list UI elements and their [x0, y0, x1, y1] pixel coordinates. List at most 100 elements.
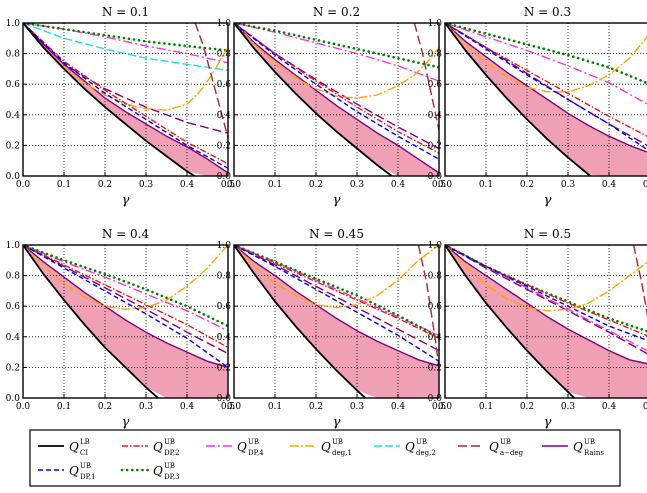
panel-1: N = 0.10.0 0.1 0.2 0.3 0.4 0.50.00.20.40.60.8…: [6, 5, 236, 208]
series-line-ci: [234, 245, 367, 398]
x-tick-label: 0.1: [479, 402, 493, 412]
shaded-region: [23, 23, 228, 176]
x-axis-label: γ: [122, 193, 130, 208]
y-tick-label: 1.0: [428, 19, 443, 29]
legend-label-sub: CI: [80, 449, 88, 457]
series-line-dp1: [445, 23, 647, 151]
axes-frame: [233, 22, 440, 177]
y-tick-label: 0.0: [428, 172, 443, 182]
x-axis-label: γ: [122, 415, 130, 430]
legend-label-sub: Rains: [584, 449, 604, 457]
legend-label: Q: [69, 440, 79, 454]
panel-3: N = 0.30.00.10.20.30.40.50.00.20.40.60.8…: [428, 5, 647, 208]
x-tick-label: 0.3: [139, 402, 154, 412]
y-tick-label: 0.6: [217, 302, 232, 312]
x-tick-label: 0.5: [221, 180, 236, 190]
legend-label: Q: [489, 440, 499, 454]
panel-title: N = 0.4: [102, 227, 150, 241]
y-tick-label: 0.0: [217, 394, 232, 404]
series-line-rains_dash: [23, 23, 228, 134]
series-line-dp2: [23, 23, 228, 165]
x-tick-label: 0.0: [227, 402, 242, 412]
series-line-dp1: [234, 23, 439, 160]
x-tick-label: 0.3: [350, 402, 365, 412]
shaded-region: [445, 23, 647, 176]
series-line-rains: [234, 23, 439, 174]
series-line-adeg: [194, 23, 228, 138]
y-tick-label: 0.4: [6, 333, 21, 343]
legend-item-ci: Q LB CI: [38, 438, 90, 457]
y-tick-label: 0.2: [428, 363, 442, 373]
x-axis-label: γ: [333, 193, 341, 208]
legend-frame: [29, 429, 621, 487]
x-tick-label: 0.1: [57, 402, 71, 412]
y-tick-label: 0.2: [6, 363, 20, 373]
x-tick-label: 0.3: [561, 402, 576, 412]
y-tick-label: 0.8: [6, 272, 21, 282]
panel-title: N = 0.45: [309, 227, 364, 241]
x-tick-label: 0.5: [221, 402, 236, 412]
series-line-dp4: [234, 23, 439, 82]
series-line-adeg: [417, 245, 439, 368]
x-tick-label: 0.5: [432, 402, 447, 412]
y-tick-label: 0.8: [428, 272, 443, 282]
x-tick-label: 0.2: [98, 402, 112, 412]
legend-label-sup: UB: [332, 438, 343, 446]
x-tick-label: 0.5: [432, 180, 447, 190]
y-tick-label: 1.0: [217, 241, 232, 251]
series-line-ci: [445, 23, 592, 176]
y-tick-label: 0.4: [6, 111, 21, 121]
panel-4: N = 0.40.0 0.1 0.2 0.3 0.4 0.50.00.20.40.60.8…: [6, 227, 236, 430]
axes-frame: [22, 22, 229, 177]
legend-label: Q: [321, 440, 331, 454]
panel-title: N = 0.5: [524, 227, 571, 241]
legend-label-sup: LB: [80, 438, 90, 446]
legend-label-sub: DP,2: [164, 449, 180, 457]
series-line-dp2: [234, 245, 439, 339]
y-tick-label: 0.8: [6, 50, 21, 60]
series-line-dp4: [23, 245, 228, 332]
series-line-dp2: [234, 23, 439, 154]
y-tick-label: 0.6: [428, 80, 443, 90]
x-axis-label: γ: [544, 193, 552, 208]
series-line-dp2: [445, 245, 647, 337]
x-tick-label: 0.1: [268, 402, 282, 412]
series-line-rains: [234, 245, 439, 367]
x-tick-label: 0.4: [391, 402, 406, 412]
plot-area: [23, 245, 228, 398]
y-tick-label: 1.0: [217, 19, 232, 29]
series-line-rains: [23, 245, 228, 369]
series-line-ci: [445, 245, 576, 398]
legend-item-dp3: Q UB DP,3: [120, 462, 180, 481]
legend-label-sub: deg,1: [332, 449, 352, 457]
x-tick-label: 0.3: [139, 180, 154, 190]
legend-item-deg1: Q UB deg,1: [290, 438, 352, 457]
y-tick-label: 0.4: [217, 333, 232, 343]
legend-label: Q: [237, 440, 247, 454]
x-tick-label: 0.4: [602, 180, 617, 190]
series-line-ci: [234, 23, 394, 176]
y-tick-label: 0.8: [428, 50, 443, 60]
x-tick-label: 0.3: [561, 180, 576, 190]
series-line-deg1: [445, 23, 647, 93]
legend-label-sub: deg,2: [416, 449, 436, 457]
panel-title: N = 0.3: [524, 5, 571, 19]
legend-label-sub: DP,1: [80, 473, 96, 481]
x-tick-label: 0.2: [520, 402, 534, 412]
legend-item-rains: Q UB Rains: [542, 438, 604, 457]
series-line-dp3: [445, 245, 647, 333]
series-line-adeg: [632, 245, 647, 317]
legend-label-sup: UB: [500, 438, 511, 446]
legend-label: Q: [69, 464, 79, 478]
y-tick-label: 0.2: [217, 363, 231, 373]
legend-label: Q: [153, 440, 163, 454]
legend-label-sup: UB: [164, 462, 175, 470]
x-tick-label: 0.0: [16, 402, 31, 412]
x-tick-label: 0.0: [16, 180, 31, 190]
series-line-dp4: [445, 23, 647, 105]
series-line-ci: [23, 245, 160, 398]
panel-title: N = 0.2: [313, 5, 360, 19]
y-tick-label: 0.2: [217, 141, 231, 151]
